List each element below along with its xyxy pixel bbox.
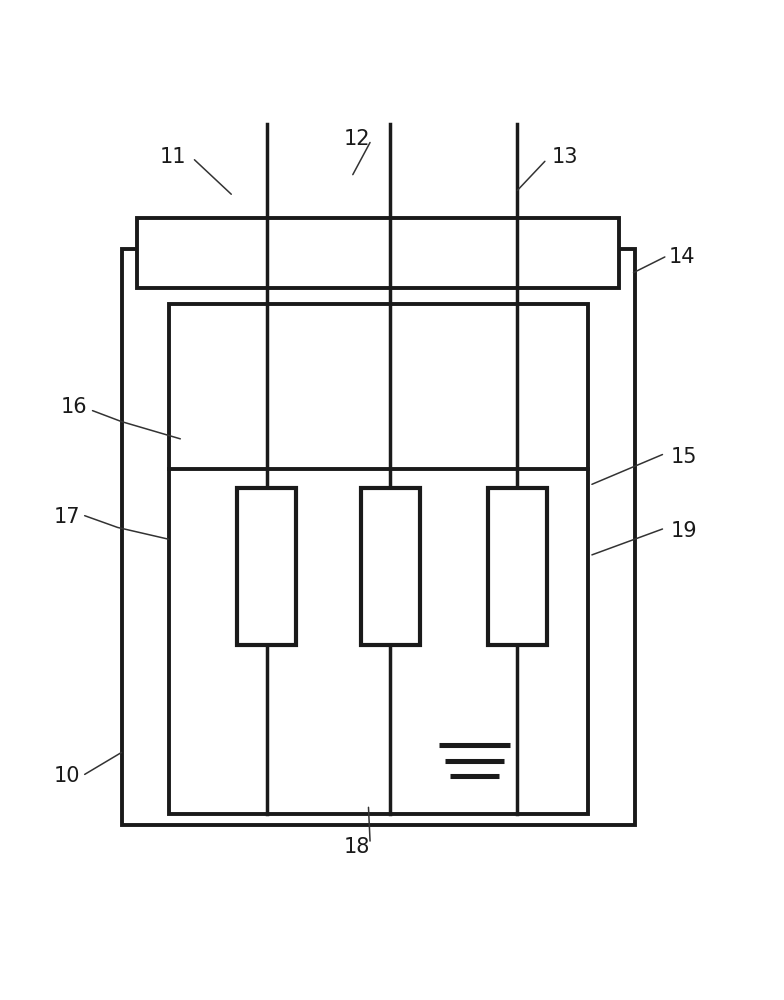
Text: 12: 12 [343, 129, 370, 149]
Text: 16: 16 [61, 397, 88, 417]
Text: 17: 17 [53, 507, 80, 527]
Text: 14: 14 [669, 247, 695, 267]
Text: 19: 19 [670, 521, 697, 541]
Bar [169, 304, 588, 814]
Text: 11: 11 [159, 147, 186, 167]
Bar [361, 488, 420, 645]
Text: 10: 10 [53, 766, 80, 786]
Bar [122, 249, 635, 825]
Bar [488, 488, 547, 645]
Bar [137, 218, 619, 288]
Text: 18: 18 [343, 837, 370, 857]
Bar [237, 488, 296, 645]
Text: 13: 13 [551, 147, 578, 167]
Text: 15: 15 [670, 447, 697, 467]
